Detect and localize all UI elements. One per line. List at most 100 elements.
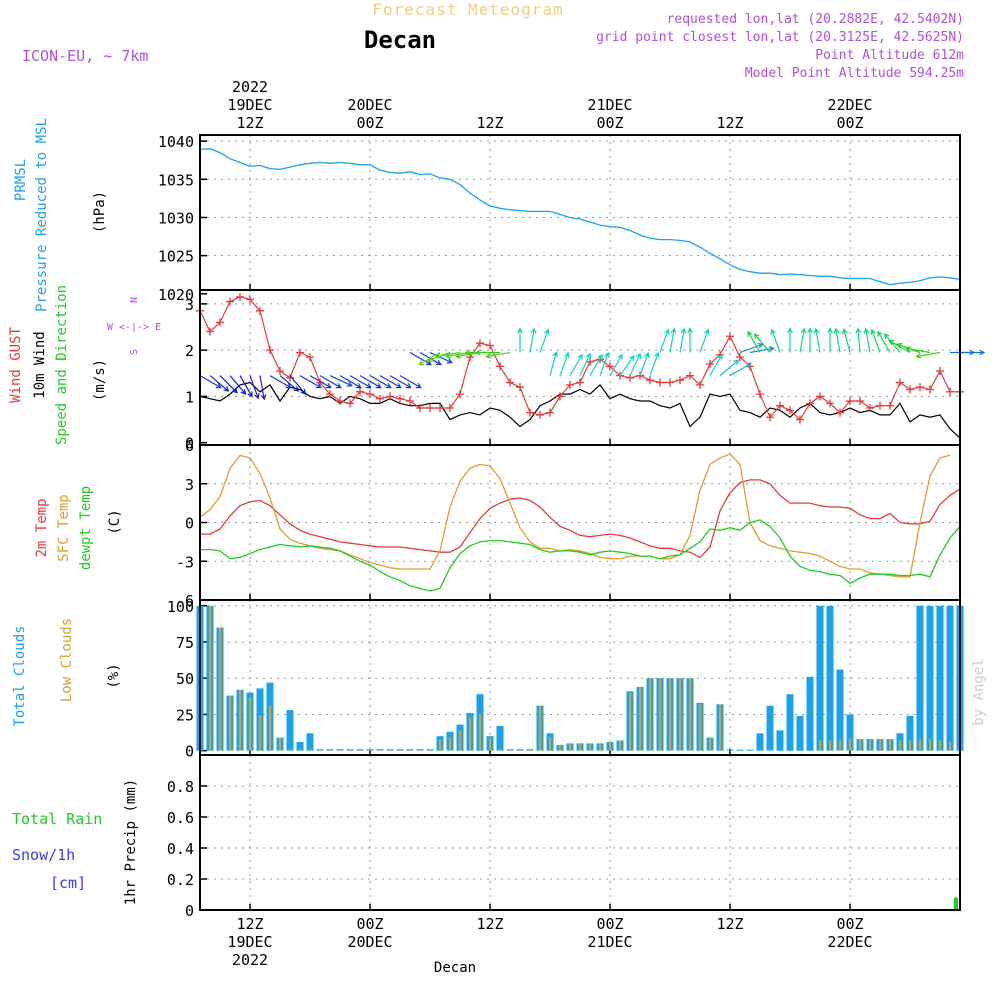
total-cloud-bar <box>836 669 844 751</box>
low-cloud-bar <box>539 705 542 751</box>
wind-arrow <box>629 352 642 376</box>
low-cloud-bar <box>629 692 632 751</box>
gust-marker <box>236 292 244 301</box>
low-cloud-bar <box>329 749 332 751</box>
ytick-label-3-0: 0 <box>185 743 194 761</box>
low-cloud-bar <box>439 739 442 751</box>
low-cloud-bar <box>259 715 262 751</box>
gust-marker <box>916 383 924 392</box>
pressure-unit: (hPa) <box>92 191 108 233</box>
wind-arrow <box>269 375 292 389</box>
gust-marker <box>656 378 664 387</box>
gust-marker <box>926 385 934 394</box>
wind-arrow <box>863 327 871 353</box>
gust-marker <box>536 410 544 419</box>
gust-marker <box>806 399 814 408</box>
top-time-label-0-2: 12Z <box>236 114 263 132</box>
bottom-time-label-0-0: 12Z <box>236 915 263 933</box>
gust-marker <box>686 371 694 380</box>
wind-arrow <box>599 351 610 376</box>
low-cloud-bar <box>399 749 402 751</box>
low-cloud-bar <box>349 749 352 751</box>
bottom-time-label-1-1: 20DEC <box>347 933 392 951</box>
low-cloud-bar <box>639 686 642 751</box>
gust-marker <box>376 394 384 403</box>
wind-10m-line <box>199 381 961 439</box>
wind-arrow <box>485 351 511 359</box>
model-point-altitude: Model Point Altitude 594.25m <box>745 66 964 81</box>
wind-arrow <box>747 330 761 353</box>
wind-arrow <box>619 354 635 376</box>
low-cloud-bar <box>919 739 922 751</box>
gust-marker <box>776 401 784 410</box>
panel-frame-3 <box>199 599 961 756</box>
clouds-plot: 0 25 50 75 100 <box>167 598 964 761</box>
low-cloud-bar <box>649 678 652 751</box>
ytick-label-3-4: 100 <box>167 598 194 616</box>
bottom-time-label-5-1: 22DEC <box>827 933 872 951</box>
gust-marker <box>246 295 254 304</box>
wind-arrow <box>319 375 342 389</box>
pressure-line <box>199 148 961 286</box>
gust-marker <box>516 383 524 392</box>
total-cloud-bar <box>816 605 824 751</box>
wind-plot: 0 1 2 3 <box>185 289 986 453</box>
wind-arrow <box>399 375 422 389</box>
ytick-label-1-0: 0 <box>185 435 194 453</box>
wind-arrow <box>709 353 723 376</box>
wind-arrow <box>379 375 402 389</box>
top-time-label-0-1: 19DEC <box>227 96 272 114</box>
gust-marker <box>846 397 854 406</box>
gust-marker <box>696 380 704 389</box>
temperature-panel: 2m Temp SFC Temp dewpt Temp (C) -6 -3 0 3 6 <box>34 437 961 610</box>
ytick-label-3-2: 50 <box>176 670 194 688</box>
wind-gust-title: Wind GUST <box>8 327 24 403</box>
wind-arrow <box>289 375 307 395</box>
gust-marker <box>556 392 564 401</box>
snow-unit: [cm] <box>50 874 86 892</box>
bottom-time-label-3-0: 00Z <box>596 915 623 933</box>
ytick-label-0-0: 1020 <box>158 286 194 304</box>
low-cloud-bar <box>529 749 532 751</box>
wind-arrow <box>569 353 583 376</box>
top-time-label-3-1: 00Z <box>596 114 623 132</box>
low-cloud-bar <box>459 730 462 751</box>
temp-dewpt-title: dewpt Temp <box>78 486 94 570</box>
ytick-label-1-1: 1 <box>185 388 194 406</box>
low-cloud-bar <box>859 739 862 751</box>
ytick-label-2-3: 3 <box>185 476 194 494</box>
precip-unit: 1hr Precip (mm) <box>123 779 139 905</box>
wind-arrow <box>589 353 603 376</box>
wind-arrow <box>799 327 807 353</box>
low-cloud-bar <box>669 678 672 751</box>
total-cloud-bar <box>296 742 304 751</box>
top-time-label-0-0: 2022 <box>232 78 268 96</box>
pressure-title-1: PRMSL <box>13 159 29 201</box>
footer-location: Decan <box>434 960 476 976</box>
low-cloud-bar <box>289 749 292 751</box>
precip-plot: 0 0.2 0.4 0.6 0.8 <box>167 754 961 920</box>
gust-marker <box>946 387 954 396</box>
low-cloud-bar <box>929 739 932 751</box>
total-cloud-bar <box>776 730 784 751</box>
wind-arrow <box>870 328 881 353</box>
total-clouds-title: Total Clouds <box>12 625 28 726</box>
low-cloud-bar <box>909 740 912 751</box>
gust-marker <box>766 413 774 422</box>
wind-arrow <box>249 375 260 400</box>
pressure-panel: PRMSL Pressure Reduced to MSL (hPa) 1020… <box>13 118 961 312</box>
low-cloud-bar <box>279 737 282 751</box>
gust-marker <box>676 376 684 385</box>
ytick-label-0-2: 1030 <box>158 209 194 227</box>
total-cloud-bar <box>286 710 294 751</box>
wind-arrow <box>649 351 660 376</box>
low-cloud-bar <box>219 627 222 751</box>
compass: N W <-|-> E S <box>107 297 161 355</box>
clouds-panel: Total Clouds Low Clouds (%) 0 25 50 75 100 <box>12 598 964 761</box>
low-cloud-bar <box>569 743 572 751</box>
low-cloud-bar <box>709 737 712 751</box>
gust-marker <box>576 378 584 387</box>
